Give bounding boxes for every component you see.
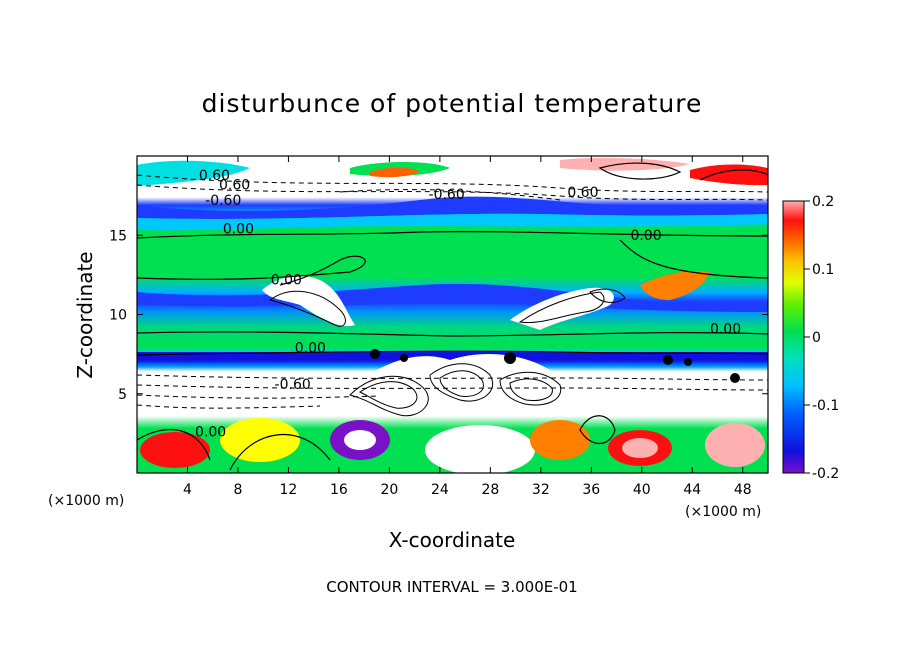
mid-cold-band [137, 283, 768, 312]
mid-blob-center [510, 287, 614, 330]
y-tick-label: 15 [109, 228, 127, 244]
colorbar [782, 200, 805, 474]
contour-label: 0.00 [710, 322, 741, 338]
chart-title: disturbunce of potential temperature [202, 89, 703, 118]
y-tick-label: 5 [118, 387, 127, 403]
top-warm-patch-d [560, 157, 690, 171]
contour-label: 0.60 [567, 185, 598, 201]
y-tick-label: 10 [109, 308, 127, 324]
contour-label: 0.60 [199, 168, 230, 184]
bottom-blob-7 [705, 423, 765, 467]
upper-cyan-band [137, 213, 768, 231]
bottom-blob-4 [425, 425, 535, 473]
bottom-blob-5 [530, 420, 590, 460]
x-axis-label: X-coordinate [389, 528, 516, 552]
contour-label: -0.60 [429, 187, 465, 203]
upper-cold-band [137, 196, 768, 219]
colorbar-tick-label: 0 [812, 330, 821, 346]
contour-label: 0.00 [223, 222, 254, 238]
x-tick-label: 24 [431, 482, 449, 498]
plot-area [137, 156, 768, 473]
top-warm-patch-c [370, 167, 420, 178]
x-tick-label: 36 [582, 482, 600, 498]
x-tick-label: 32 [532, 482, 550, 498]
colorbar-tick-label: 0.1 [812, 262, 834, 278]
bottom-blob-1 [140, 432, 210, 468]
x-tick-label: 44 [683, 482, 701, 498]
x-tick-label: 4 [183, 482, 192, 498]
dense-contours [268, 288, 626, 417]
bottom-blob-3b [344, 430, 376, 450]
contour-labels: 0.600.60-0.60 -0.60 0.600.00 0.000.000.000.… [195, 168, 741, 441]
y-axis-ticks: 5 10 15 [109, 228, 768, 403]
x-axis-ticks: 4 8 12 16 20 24 28 32 36 40 44 48 [183, 156, 752, 498]
x-tick-label: 16 [330, 482, 348, 498]
x-unit-label-left: (×1000 m) [48, 493, 124, 509]
colorbar-tick-label: -0.1 [812, 398, 839, 414]
x-tick-label: 12 [280, 482, 298, 498]
contour-label: -0.60 [205, 193, 241, 209]
bottom-blob-6b [622, 438, 658, 458]
black-blobs [370, 349, 740, 383]
lower-cold-line [137, 352, 768, 360]
negative-contours [137, 174, 768, 409]
contour-label: 0.60 [219, 177, 250, 193]
turbulent-region [360, 354, 581, 417]
x-tick-label: 48 [734, 482, 752, 498]
x-unit-label-right: (×1000 m) [685, 504, 761, 520]
top-warm-patch-a [137, 160, 250, 186]
colorbar-ticks: 0.2 0.1 0 -0.1 -0.2 [804, 194, 839, 482]
y-axis-label: Z-coordinate [73, 251, 97, 378]
contour-label: -0.60 [275, 377, 311, 393]
contour-label: 0.00 [630, 228, 661, 244]
contour-label: 0.00 [195, 425, 226, 441]
x-tick-label: 28 [481, 482, 499, 498]
x-tick-label: 40 [633, 482, 651, 498]
zero-contours [137, 162, 768, 471]
mid-blob-left [262, 275, 355, 327]
mid-blob-right [640, 270, 710, 300]
contour-label: 0.00 [295, 341, 326, 357]
contour-interval-text: CONTOUR INTERVAL = 3.000E-01 [326, 578, 577, 596]
colorbar-tick-label: -0.2 [812, 466, 839, 482]
x-tick-label: 8 [233, 482, 242, 498]
x-tick-label: 20 [380, 482, 398, 498]
colorbar-tick-label: 0.2 [812, 194, 834, 210]
contour-label: 0.00 [271, 272, 302, 288]
